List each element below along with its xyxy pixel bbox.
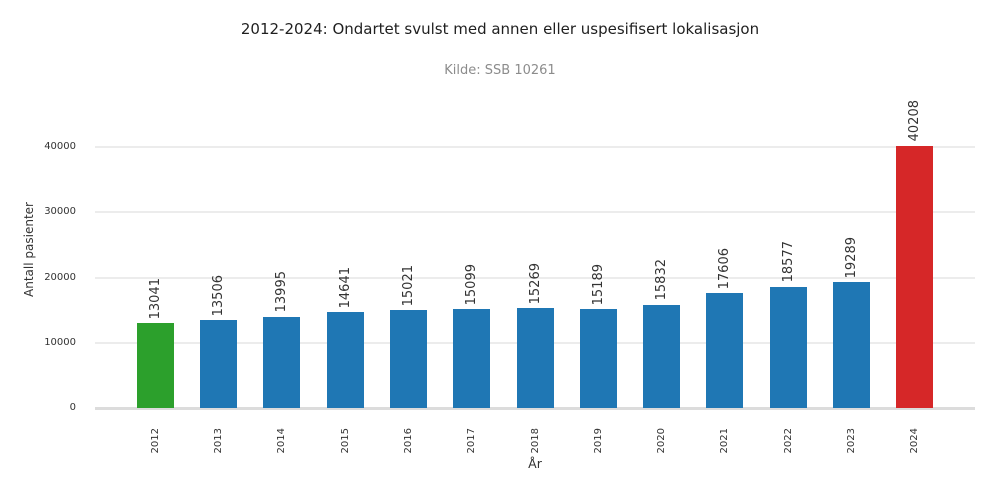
x-axis-label: År xyxy=(528,456,542,471)
bar-value-label: 15099 xyxy=(463,264,481,305)
bar-value-label: 40208 xyxy=(906,100,924,141)
bar-2024 xyxy=(896,145,934,408)
x-tick-label: 2012 xyxy=(147,428,163,453)
y-tick-label: 40000 xyxy=(44,141,76,152)
bar-2013 xyxy=(199,319,237,408)
x-tick-label: 2020 xyxy=(654,428,670,453)
bar-value-text: 14641 xyxy=(337,267,353,309)
bar-value-text: 13041 xyxy=(147,277,163,319)
bar-2020 xyxy=(643,304,681,408)
bar-value-text: 15021 xyxy=(400,264,416,306)
bar-2014 xyxy=(263,316,301,408)
x-tick-text: 2015 xyxy=(339,428,351,454)
x-tick-text: 2024 xyxy=(909,428,921,454)
x-tick-text: 2014 xyxy=(276,428,288,454)
x-tick-text: 2022 xyxy=(782,428,794,454)
bar-value-text: 19289 xyxy=(844,236,860,279)
x-tick-label: 2022 xyxy=(780,428,796,453)
bar-2021 xyxy=(706,293,744,408)
bar-value-label: 13995 xyxy=(273,271,291,312)
bar-2022 xyxy=(769,286,807,408)
x-tick-text: 2020 xyxy=(656,428,668,454)
gridline xyxy=(95,276,975,279)
bar-value-label: 13506 xyxy=(209,275,227,316)
bar-2016 xyxy=(389,309,427,408)
bar-2017 xyxy=(453,309,491,408)
bar-2015 xyxy=(326,312,364,408)
x-tick-text: 2018 xyxy=(529,428,541,454)
bar-value-text: 15269 xyxy=(527,263,543,305)
x-tick-label: 2018 xyxy=(527,428,543,453)
x-tick-label: 2013 xyxy=(210,428,226,453)
x-tick-label: 2021 xyxy=(717,428,733,453)
x-axis-line xyxy=(95,406,975,410)
bar-value-text: 40208 xyxy=(907,100,923,142)
gridline xyxy=(95,146,975,148)
bar-value-text: 15099 xyxy=(464,264,480,306)
x-tick-label: 2024 xyxy=(907,428,923,453)
bar-2023 xyxy=(833,282,871,408)
x-tick-label: 2017 xyxy=(464,428,480,453)
bar-value-text: 17606 xyxy=(717,247,733,290)
x-tick-text: 2023 xyxy=(846,428,858,454)
bar-value-label: 15021 xyxy=(399,265,417,306)
bar-value-label: 14641 xyxy=(336,267,354,308)
bar-value-label: 15189 xyxy=(589,264,607,305)
bar-value-label: 13041 xyxy=(146,278,164,319)
bar-2019 xyxy=(579,308,617,408)
x-tick-label: 2023 xyxy=(844,428,860,453)
chart-subtitle: Kilde: SSB 10261 xyxy=(444,63,556,78)
y-tick-label: 30000 xyxy=(44,206,76,218)
x-tick-text: 2017 xyxy=(466,428,478,454)
x-tick-text: 2013 xyxy=(212,428,224,454)
x-tick-text: 2019 xyxy=(592,428,604,454)
y-tick-label: 10000 xyxy=(44,336,76,348)
bar-value-text: 18577 xyxy=(780,241,796,283)
bar-2018 xyxy=(516,308,554,408)
bar-value-label: 15269 xyxy=(526,263,544,304)
x-tick-label: 2014 xyxy=(274,428,290,453)
x-tick-text: 2021 xyxy=(719,428,731,454)
bar-value-label: 19289 xyxy=(843,237,861,278)
x-tick-text: 2012 xyxy=(149,428,161,454)
x-tick-label: 2019 xyxy=(590,428,606,453)
bar-value-text: 13506 xyxy=(210,274,226,316)
bar-value-text: 13995 xyxy=(274,271,290,313)
bar-2012 xyxy=(136,322,174,408)
bar-value-text: 15189 xyxy=(590,263,606,305)
gridline xyxy=(95,211,975,214)
bar-value-label: 17606 xyxy=(716,248,734,289)
y-tick-label: 0 xyxy=(69,402,76,413)
bar-value-text: 15832 xyxy=(654,259,670,301)
x-tick-label: 2015 xyxy=(337,428,353,453)
chart-title: 2012-2024: Ondartet svulst med annen ell… xyxy=(240,20,760,38)
x-tick-text: 2016 xyxy=(402,428,414,454)
y-tick-label: 20000 xyxy=(44,271,76,283)
bar-value-label: 18577 xyxy=(779,241,797,282)
x-tick-label: 2016 xyxy=(400,428,416,453)
bar-value-label: 15832 xyxy=(653,259,671,300)
